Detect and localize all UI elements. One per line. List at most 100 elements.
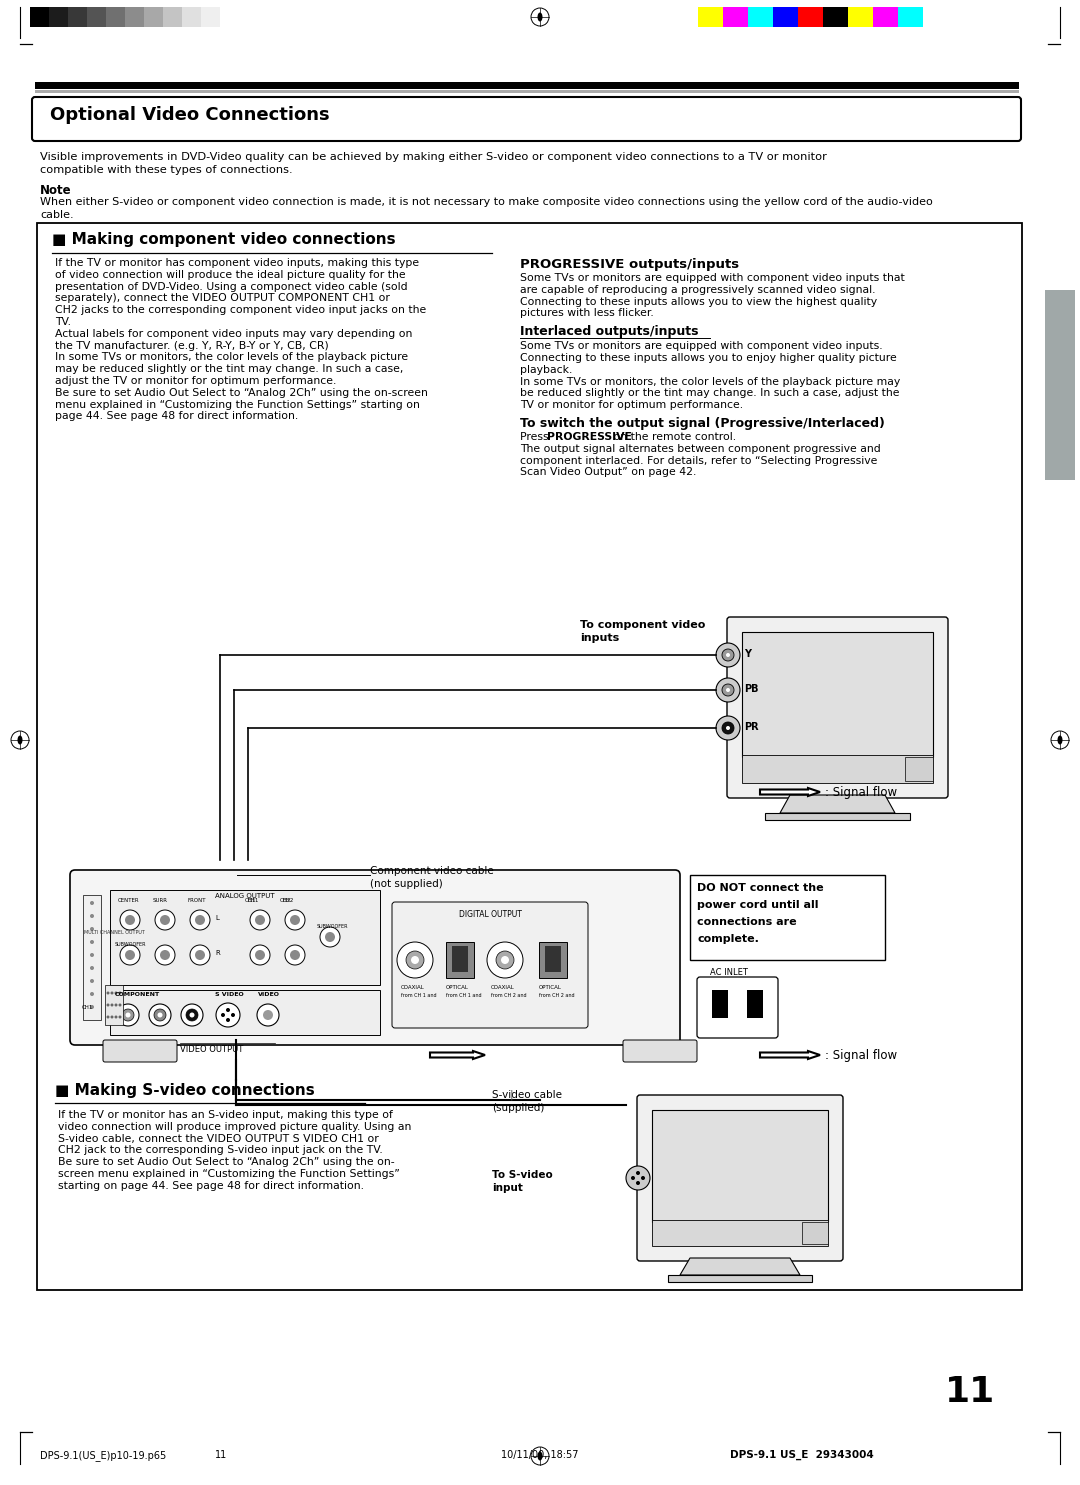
Text: PROGRESSIVE outputs/inputs: PROGRESSIVE outputs/inputs bbox=[519, 258, 739, 270]
Text: DPS-9.1(US_E)p10-19.p65: DPS-9.1(US_E)p10-19.p65 bbox=[40, 1449, 166, 1461]
Text: connections are: connections are bbox=[697, 918, 797, 927]
Text: Scan Video Output” on page 42.: Scan Video Output” on page 42. bbox=[519, 468, 697, 477]
Circle shape bbox=[726, 688, 730, 692]
Text: compatible with these types of connections.: compatible with these types of connectio… bbox=[40, 165, 293, 175]
Bar bbox=[823, 7, 848, 27]
Bar bbox=[125, 7, 144, 27]
Circle shape bbox=[226, 1019, 230, 1022]
Text: : Signal flow: : Signal flow bbox=[825, 786, 897, 799]
Circle shape bbox=[723, 722, 734, 734]
Text: In some TVs or monitors, the color levels of the playback picture may: In some TVs or monitors, the color level… bbox=[519, 377, 901, 386]
Polygon shape bbox=[760, 789, 820, 796]
Text: of video connection will produce the ideal picture quality for the: of video connection will produce the ide… bbox=[55, 270, 406, 279]
Text: CH1: CH1 bbox=[245, 898, 256, 903]
Bar bbox=[712, 990, 728, 1019]
Text: VIDEO OUTPUT: VIDEO OUTPUT bbox=[180, 1045, 243, 1054]
Circle shape bbox=[231, 1013, 235, 1017]
Circle shape bbox=[125, 915, 135, 925]
Bar bbox=[105, 985, 123, 1025]
Text: be reduced slightly or the tint may change. In such a case, adjust the: be reduced slightly or the tint may chan… bbox=[519, 389, 900, 398]
Text: CH2 jacks to the corresponding component video input jacks on the: CH2 jacks to the corresponding component… bbox=[55, 306, 427, 315]
Text: Y: Y bbox=[744, 649, 751, 659]
Circle shape bbox=[158, 1013, 162, 1017]
Circle shape bbox=[110, 992, 113, 995]
Text: inputs: inputs bbox=[580, 633, 619, 643]
Circle shape bbox=[90, 953, 94, 956]
Text: COMPONENT: COMPONENT bbox=[114, 992, 160, 996]
Text: CENTER: CENTER bbox=[118, 898, 139, 903]
Bar bbox=[905, 757, 933, 781]
Circle shape bbox=[190, 944, 210, 965]
Text: PR: PR bbox=[744, 722, 758, 732]
Circle shape bbox=[642, 1176, 645, 1181]
Circle shape bbox=[726, 653, 730, 656]
Text: : Signal flow: : Signal flow bbox=[825, 1048, 897, 1062]
Bar bbox=[49, 7, 68, 27]
Text: The output signal alternates between component progressive and: The output signal alternates between com… bbox=[519, 444, 881, 454]
Text: 11: 11 bbox=[215, 1449, 227, 1460]
Text: OPTICAL: OPTICAL bbox=[446, 985, 469, 990]
Ellipse shape bbox=[538, 1451, 542, 1461]
Bar bbox=[68, 7, 87, 27]
FancyBboxPatch shape bbox=[727, 616, 948, 797]
Text: Interlaced outputs/inputs: Interlaced outputs/inputs bbox=[519, 325, 699, 339]
Bar bbox=[35, 82, 1020, 89]
Text: video connection will produce improved picture quality. Using an: video connection will produce improved p… bbox=[58, 1121, 411, 1132]
Circle shape bbox=[716, 679, 740, 702]
Circle shape bbox=[249, 944, 270, 965]
Circle shape bbox=[189, 1013, 194, 1017]
Circle shape bbox=[397, 941, 433, 979]
Circle shape bbox=[285, 944, 305, 965]
Circle shape bbox=[107, 1004, 109, 1007]
Bar bbox=[723, 7, 748, 27]
Bar bbox=[873, 7, 897, 27]
Circle shape bbox=[117, 1004, 139, 1026]
Text: VIDEO: VIDEO bbox=[258, 992, 280, 996]
Circle shape bbox=[114, 1016, 118, 1019]
Text: To switch the output signal (Progressive/Interlaced): To switch the output signal (Progressive… bbox=[519, 417, 885, 431]
Text: separately), connect the VIDEO OUTPUT COMPONENT CH1 or: separately), connect the VIDEO OUTPUT CO… bbox=[55, 294, 390, 303]
Text: TV or monitor for optimum performance.: TV or monitor for optimum performance. bbox=[519, 399, 743, 410]
Circle shape bbox=[716, 643, 740, 667]
Circle shape bbox=[320, 927, 340, 947]
Bar bbox=[923, 7, 948, 27]
FancyBboxPatch shape bbox=[392, 901, 588, 1028]
Circle shape bbox=[149, 1004, 171, 1026]
Bar bbox=[87, 7, 106, 27]
Text: SUBWOOFER: SUBWOOFER bbox=[318, 924, 349, 930]
Text: DIGITAL OUTPUT: DIGITAL OUTPUT bbox=[459, 910, 522, 919]
Text: presentation of DVD-Video. Using a componect video cable (sold: presentation of DVD-Video. Using a compo… bbox=[55, 282, 407, 291]
Bar bbox=[652, 1221, 828, 1246]
Bar bbox=[144, 7, 163, 27]
Circle shape bbox=[487, 941, 523, 979]
Text: starting on page 44. See page 48 for direct information.: starting on page 44. See page 48 for dir… bbox=[58, 1181, 364, 1191]
Text: If the TV or monitor has an S-video input, making this type of: If the TV or monitor has an S-video inpu… bbox=[58, 1109, 393, 1120]
Circle shape bbox=[125, 950, 135, 959]
Text: adjust the TV or monitor for optimum performance.: adjust the TV or monitor for optimum per… bbox=[55, 376, 336, 386]
Text: screen menu explained in “Customizing the Function Settings”: screen menu explained in “Customizing th… bbox=[58, 1169, 400, 1179]
Text: SUBWOOFER: SUBWOOFER bbox=[114, 941, 147, 947]
Text: input: input bbox=[492, 1184, 523, 1192]
Bar bbox=[35, 91, 1020, 92]
Bar bbox=[742, 754, 933, 783]
Text: Optional Video Connections: Optional Video Connections bbox=[50, 105, 329, 125]
Ellipse shape bbox=[1057, 735, 1063, 744]
Text: on the remote control.: on the remote control. bbox=[610, 432, 737, 443]
Text: pictures with less flicker.: pictures with less flicker. bbox=[519, 309, 653, 318]
Circle shape bbox=[90, 979, 94, 983]
Bar bbox=[220, 7, 239, 27]
Circle shape bbox=[119, 992, 121, 995]
Text: S-video cable, connect the VIDEO OUTPUT S VIDEO CH1 or: S-video cable, connect the VIDEO OUTPUT … bbox=[58, 1133, 379, 1143]
Text: CH2: CH2 bbox=[280, 898, 292, 903]
Circle shape bbox=[107, 1016, 109, 1019]
Circle shape bbox=[90, 992, 94, 996]
Circle shape bbox=[264, 1010, 273, 1020]
Polygon shape bbox=[780, 794, 895, 812]
Text: When either S-video or component video connection is made, it is not necessary t: When either S-video or component video c… bbox=[40, 198, 933, 206]
Circle shape bbox=[626, 1166, 650, 1189]
Circle shape bbox=[125, 1013, 131, 1017]
Text: L: L bbox=[215, 915, 219, 921]
Bar bbox=[110, 890, 380, 985]
Bar bbox=[201, 7, 220, 27]
Bar bbox=[798, 7, 823, 27]
